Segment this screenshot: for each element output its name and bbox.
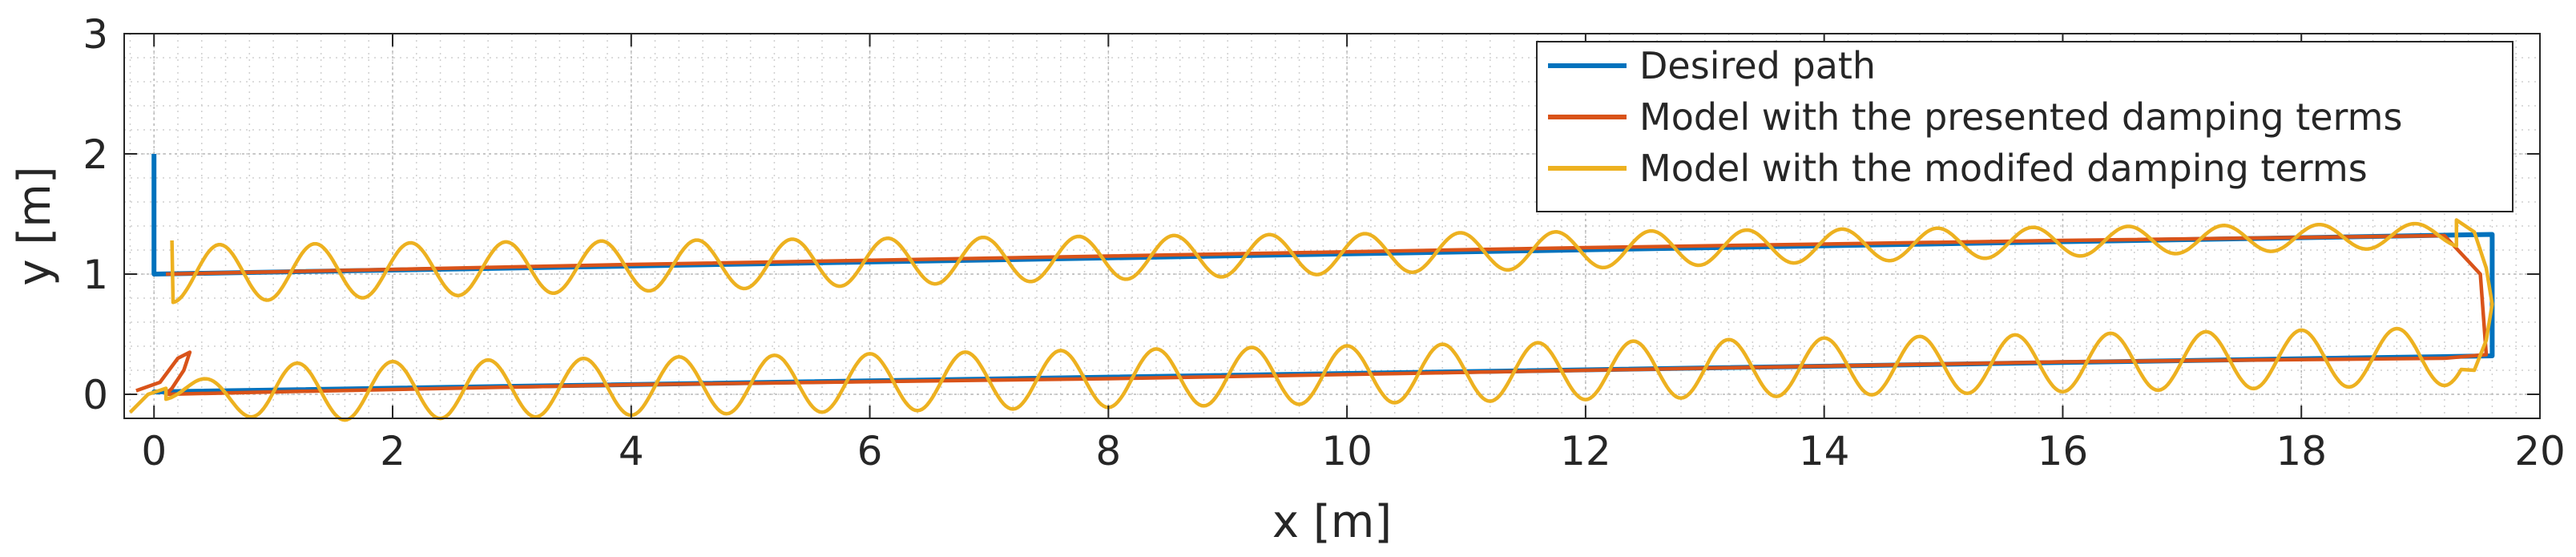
y-tick-label: 3 <box>83 11 108 58</box>
x-tick-label: 8 <box>1095 428 1121 474</box>
legend-entry: Desired path <box>1639 44 1876 87</box>
x-tick-label: 12 <box>1560 428 1611 474</box>
x-tick-label: 0 <box>141 428 167 474</box>
x-axis-label: x [m] <box>1272 496 1392 548</box>
x-tick-label: 10 <box>1321 428 1373 474</box>
axes-frame <box>123 33 2541 419</box>
x-tick-label: 18 <box>2276 428 2327 474</box>
y-tick-label: 0 <box>83 372 108 418</box>
y-tick-label: 1 <box>83 252 108 298</box>
x-tick-label: 16 <box>2038 428 2089 474</box>
x-tick-label: 6 <box>857 428 883 474</box>
x-tick-label: 4 <box>619 428 644 474</box>
series-line <box>135 233 2489 397</box>
legend-entry: Model with the modifed damping terms <box>1639 147 2368 190</box>
x-tick-label: 14 <box>1799 428 1850 474</box>
y-axis-label: y [m] <box>9 166 61 285</box>
legend: Desired path Model with the presented dam… <box>1536 41 2514 212</box>
x-tick-label: 20 <box>2514 428 2566 474</box>
series-layer <box>128 154 2495 422</box>
series-line <box>128 218 2494 422</box>
legend-entry: Model with the presented damping terms <box>1639 95 2402 139</box>
legend-box <box>1536 41 2514 212</box>
x-tick-label: 2 <box>380 428 405 474</box>
y-tick-label: 2 <box>83 131 108 178</box>
